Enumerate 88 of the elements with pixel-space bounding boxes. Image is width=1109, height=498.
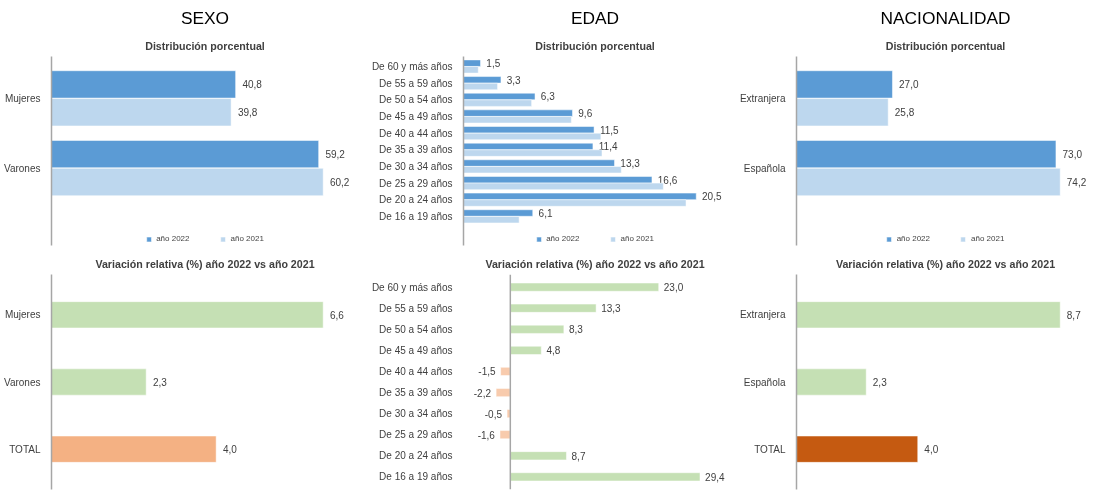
legend-label: año 2022 xyxy=(156,234,190,243)
bar xyxy=(510,324,565,334)
y-tick-label: De 20 a 24 años xyxy=(379,450,453,462)
y-tick-label: De 60 y más años xyxy=(371,281,453,293)
data-label: 2,3 xyxy=(872,377,888,388)
bar xyxy=(510,451,567,461)
y-tick-label: De 30 a 34 años xyxy=(379,160,453,172)
bar xyxy=(510,282,659,292)
data-label: 9,6 xyxy=(578,108,593,120)
data-label: 8,3 xyxy=(568,324,584,336)
y-tick-label: De 25 a 29 años xyxy=(379,429,453,441)
data-label: 59,2 xyxy=(325,149,346,161)
y-tick-label: De 55 a 59 años xyxy=(379,302,453,314)
y-tick-label: De 40 a 44 años xyxy=(379,365,453,377)
data-label: 8,7 xyxy=(571,450,586,462)
bar xyxy=(510,303,597,313)
chart-title: Variación relativa (%) año 2022 vs año 2021 xyxy=(95,257,315,270)
y-tick-label: De 40 a 44 años xyxy=(379,127,453,139)
y-tick-label: Española xyxy=(743,162,786,174)
data-label: 6,6 xyxy=(329,309,345,321)
y-tick-label: De 30 a 34 años xyxy=(379,408,453,420)
data-label: 39,8 xyxy=(237,107,258,119)
y-tick-label: De 45 a 49 años xyxy=(379,110,453,122)
data-label: 11,4 xyxy=(598,141,618,153)
y-tick-label: Varones xyxy=(4,376,41,388)
data-label: 3,3 xyxy=(506,74,522,86)
y-tick-label: De 20 a 24 años xyxy=(379,194,453,206)
y-tick-label: Extranjera xyxy=(739,309,786,321)
data-label: 40,8 xyxy=(242,79,263,91)
data-label: 23,0 xyxy=(663,282,684,294)
y-tick-label: Mujeres xyxy=(4,92,41,104)
bar xyxy=(495,388,511,397)
chart-subtitle: Distribución porcentual xyxy=(535,39,655,52)
legend-label: año 2022 xyxy=(546,234,580,243)
data-label: 4,8 xyxy=(546,345,561,357)
legend-label: año 2021 xyxy=(620,234,654,243)
chart-title: Variación relativa (%) año 2022 vs año 2021 xyxy=(835,257,1056,270)
data-label: -1,6 xyxy=(477,429,496,441)
bar xyxy=(499,430,511,440)
data-label: 13,3 xyxy=(601,303,622,315)
y-tick-label: De 16 a 19 años xyxy=(379,210,453,222)
chart-title: Variación relativa (%) año 2022 vs año 2021 xyxy=(485,257,705,270)
bar xyxy=(510,472,701,482)
data-label: 4,0 xyxy=(222,444,238,456)
y-tick-label: De 50 a 54 años xyxy=(379,94,453,106)
chart-subtitle: Distribución porcentual xyxy=(885,39,1006,52)
y-tick-label: De 45 a 49 años xyxy=(379,344,453,356)
y-tick-label: De 60 y más años xyxy=(371,60,453,72)
data-label: -0,5 xyxy=(484,408,503,420)
data-label: -1,5 xyxy=(478,366,496,378)
data-label: 2,3 xyxy=(152,377,168,388)
legend-label: año 2022 xyxy=(896,234,930,243)
y-tick-label: Mujeres xyxy=(4,309,41,321)
y-tick-label: Varones xyxy=(4,162,41,174)
y-tick-label: De 35 a 39 años xyxy=(379,144,453,156)
data-label: 29,4 xyxy=(705,471,725,483)
data-label: 27,0 xyxy=(899,79,919,91)
bar xyxy=(510,346,542,355)
data-label: 60,2 xyxy=(329,177,350,189)
bar xyxy=(506,409,511,418)
data-label: 8,7 xyxy=(1066,309,1082,321)
data-label: 6,3 xyxy=(540,91,556,103)
data-label: 20,5 xyxy=(702,191,722,203)
y-tick-label: TOTAL xyxy=(9,443,41,455)
y-tick-label: De 25 a 29 años xyxy=(379,177,453,189)
chart-subtitle: Distribución porcentual xyxy=(145,39,265,52)
y-tick-label: De 16 a 19 años xyxy=(379,471,453,483)
data-label: 4,0 xyxy=(924,444,939,456)
data-label: 11,5 xyxy=(599,124,620,136)
y-tick-label: De 50 a 54 años xyxy=(379,323,453,335)
data-label: 1,5 xyxy=(486,58,501,70)
data-label: 6,1 xyxy=(538,208,553,220)
legend-label: año 2021 xyxy=(230,234,264,243)
data-label: -2,2 xyxy=(473,387,492,399)
data-label: 73,0 xyxy=(1062,149,1083,161)
chart-title: EDAD xyxy=(570,7,620,28)
y-tick-label: De 35 a 39 años xyxy=(379,387,453,399)
legend-label: año 2021 xyxy=(971,234,1005,243)
bar xyxy=(500,367,511,376)
y-tick-label: De 55 a 59 años xyxy=(379,77,453,89)
y-tick-label: TOTAL xyxy=(754,443,786,455)
y-tick-label: Extranjera xyxy=(739,92,786,104)
chart-title: NACIONALIDAD xyxy=(880,7,1011,28)
data-label: 25,8 xyxy=(894,107,915,119)
data-label: 74,2 xyxy=(1066,177,1087,189)
y-tick-label: Española xyxy=(743,376,786,388)
data-label: 13,3 xyxy=(620,158,641,170)
chart-title: SEXO xyxy=(180,7,230,28)
